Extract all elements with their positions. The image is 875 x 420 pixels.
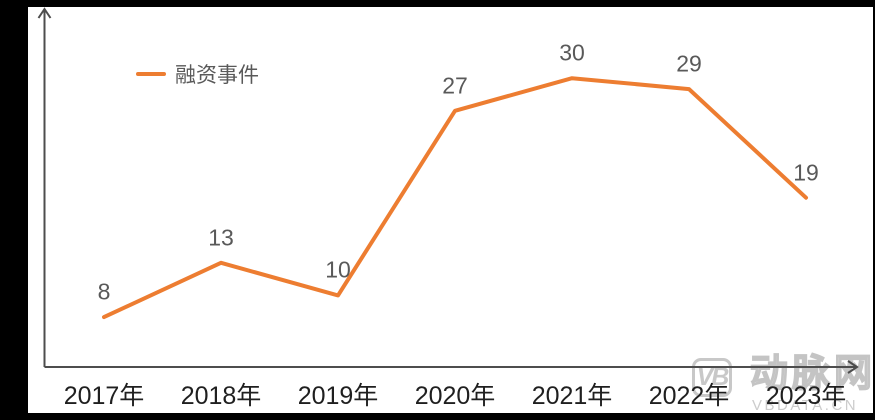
legend-label: 融资事件	[175, 64, 259, 87]
watermark-site-text: VBDATA.CN	[752, 397, 859, 413]
watermark-brand-name: 动脉网	[749, 352, 873, 396]
plot-svg	[37, 7, 859, 374]
legend-line-swatch	[136, 72, 166, 76]
y-axis-arrow-icon	[37, 7, 52, 19]
legend: 融资事件	[136, 59, 259, 89]
funding-line	[102, 76, 808, 320]
chart-area: VB 动脉网 VBDATA.CN 融资事件 8 13 10 27 30 29 19 2017…	[28, 7, 873, 413]
x-axis-arrow-icon	[847, 360, 859, 374]
